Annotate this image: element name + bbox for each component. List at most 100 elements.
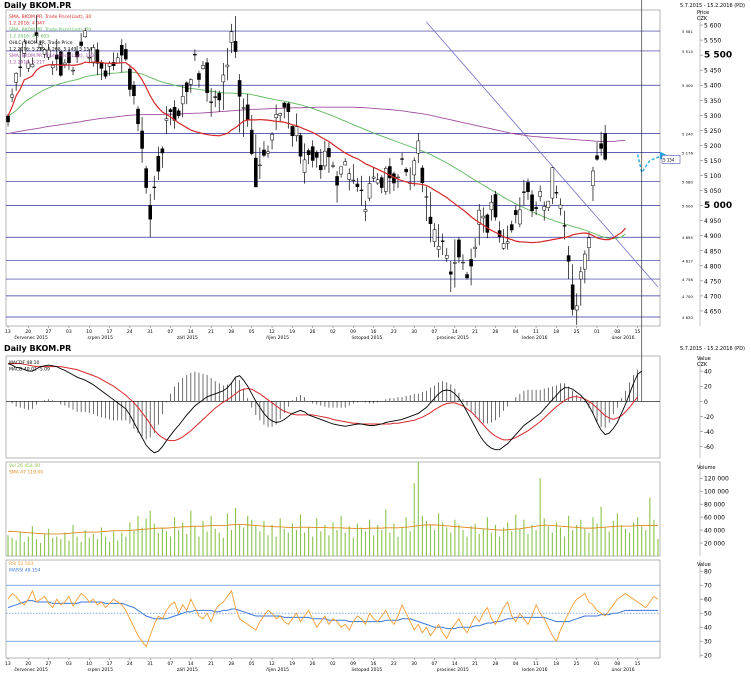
candle-body	[286, 103, 291, 112]
candle-body	[566, 255, 571, 262]
volume-legend-entry: SMA 47 119.00	[9, 470, 43, 476]
macd-legend-entry: MACDF 48.10	[9, 360, 40, 366]
candle-body	[148, 205, 152, 220]
candle-body	[164, 118, 169, 121]
candle-body	[355, 183, 360, 187]
candle-body	[217, 93, 222, 101]
price-legend-entry: 1.2.2016: 5 239, 5 268, 5 149, 5 154	[9, 47, 92, 53]
price-x-axis-xtick-label: 19	[289, 329, 295, 335]
candle-body	[266, 151, 270, 154]
candle-body	[449, 271, 453, 275]
candle-body	[351, 179, 356, 182]
rsi-x-axis-xtick-label: 19	[289, 661, 295, 667]
price-x-axis-xtick-label: 20	[25, 329, 31, 335]
candle-body	[156, 156, 161, 172]
rsi-x-axis-xtick-label: 24	[127, 661, 133, 667]
horizontal-level-label: 5 176	[682, 151, 693, 156]
candle-body	[465, 274, 469, 279]
candle-body	[95, 49, 100, 64]
candle-body	[71, 69, 75, 72]
candle-body	[603, 133, 607, 160]
candle-body	[574, 305, 579, 311]
horizontal-level-label: 5 400	[682, 83, 693, 88]
rsi-x-axis-xtick-label: 30	[411, 661, 417, 667]
candle-body	[359, 189, 364, 192]
rsi-x-axis-xtick-label: 11	[533, 661, 539, 667]
rsi-x-axis-xtick-label: 20	[25, 661, 31, 667]
price-pane-title: Daily BKOM.PR	[4, 1, 72, 10]
price-x-axis-month-label: leden 2016	[522, 335, 548, 341]
price-ytick-label: 4 700	[704, 293, 721, 300]
horizontal-level-label: 4 817	[682, 259, 693, 264]
candle-body	[335, 176, 339, 186]
candle-body	[241, 107, 246, 109]
rsi-ytick-label: 40	[704, 625, 712, 632]
candle-body	[416, 140, 421, 154]
rsi-legend-entry: MARSI 48.154	[9, 568, 41, 574]
candle-body	[310, 146, 315, 161]
price-ytick-label: 5 100	[704, 173, 721, 180]
candle-body	[562, 225, 567, 227]
volume-ytick-label: 40 000	[704, 528, 725, 535]
candle-body	[75, 51, 79, 58]
candle-body	[384, 168, 388, 192]
price-x-axis-xtick-label: 13	[5, 329, 11, 335]
candle-body	[428, 216, 433, 224]
price-x-axis-xtick-label: 21	[208, 329, 214, 335]
candle-body	[278, 113, 282, 116]
candle-body	[213, 96, 217, 98]
price-x-axis-xtick-label: 07	[168, 329, 174, 335]
rsi-x-axis-xtick-label: 31	[147, 661, 153, 667]
candle-body	[197, 73, 201, 80]
candle-body	[254, 157, 258, 188]
price-x-axis-xtick-label: 31	[147, 329, 153, 335]
candle-body	[115, 57, 120, 64]
rsi-x-axis-xtick-label: 26	[310, 661, 316, 667]
sma-long-line	[7, 106, 626, 142]
candle-body	[189, 79, 193, 85]
candle-body	[294, 126, 299, 137]
candle-body	[38, 44, 43, 49]
price-ytick-label: 5 500	[704, 51, 732, 61]
candle-body	[485, 214, 490, 233]
candle-body	[209, 101, 213, 103]
macd-axis-unit: CZK	[697, 362, 708, 368]
candle-body	[534, 207, 538, 209]
rsi-x-axis-xtick-label: 09	[350, 661, 356, 667]
rsi-x-axis-month-label: únor 2016	[611, 666, 634, 673]
rsi-x-axis-xtick-label: 12	[269, 661, 275, 667]
candle-body	[128, 68, 132, 90]
candle-body	[379, 177, 384, 188]
rsi-axis-header: Value	[697, 562, 711, 568]
candle-body	[136, 108, 140, 125]
price-x-axis-xtick-label: 14	[188, 329, 194, 335]
candle-body	[530, 194, 534, 211]
price-ytick-label: 5 000	[704, 201, 732, 211]
indicator-pane-title: Daily BKOM.PR	[4, 344, 72, 353]
macd-ytick-label: -20	[704, 414, 714, 421]
candle-body	[323, 150, 327, 167]
candle-body	[54, 54, 59, 60]
candle-body	[140, 130, 144, 149]
price-x-axis-xtick-label: 11	[533, 329, 539, 335]
volume-ytick-label: 60 000	[704, 515, 725, 522]
price-x-axis-month-label: srpen 2015	[87, 335, 113, 341]
candle-body	[400, 158, 404, 160]
price-x-axis-xtick-label: 04	[513, 329, 519, 335]
price-x-axis-xtick-label: 28	[492, 329, 498, 335]
candle-body	[282, 102, 287, 108]
candle-body	[570, 284, 575, 310]
candle-body	[152, 186, 157, 189]
candle-body	[132, 84, 136, 97]
price-x-axis-xtick-label: 03	[66, 329, 72, 335]
price-x-axis-xtick-label: 07	[432, 329, 438, 335]
price-x-axis-month-label: září 2015	[177, 334, 198, 341]
rsi-x-axis-month-label: srpen 2015	[87, 667, 113, 673]
candle-body	[249, 129, 254, 154]
candle-body	[22, 41, 27, 54]
candle-body	[14, 72, 18, 83]
rsi-x-axis-xtick-label: 14	[188, 661, 194, 667]
macd-ytick-label: 20	[704, 384, 712, 391]
candle-body	[343, 161, 347, 166]
